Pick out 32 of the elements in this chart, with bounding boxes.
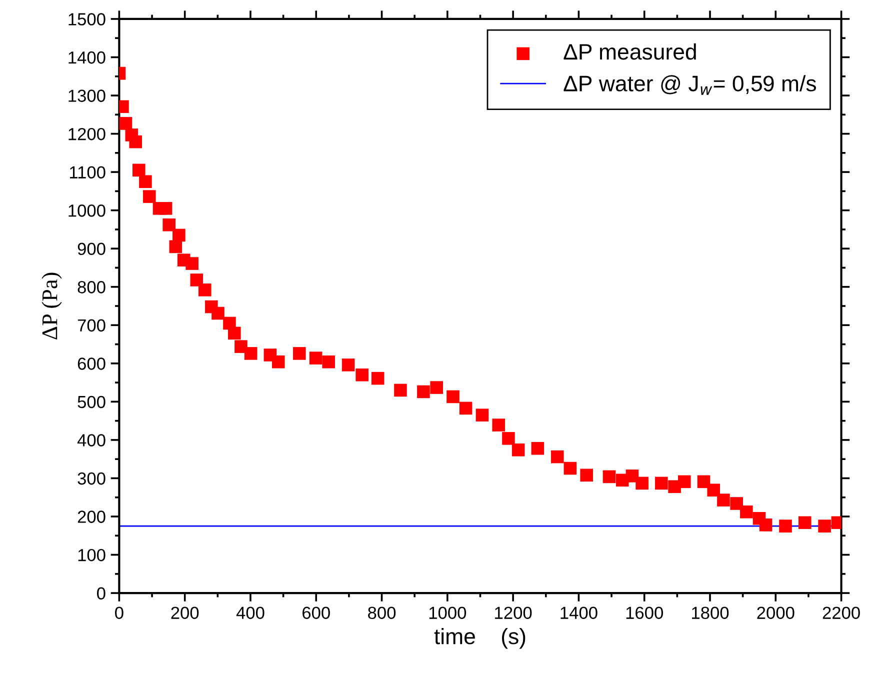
x-axis-title: time (s) bbox=[434, 628, 526, 649]
y-tick-label: 1100 bbox=[70, 166, 106, 179]
y-tick-label: 1400 bbox=[68, 51, 106, 64]
y-tick-label: 400 bbox=[77, 434, 106, 446]
y-tick-label: 1000 bbox=[68, 204, 106, 217]
x-tick-label: 1200 bbox=[495, 606, 532, 619]
x-tick-label: 1400 bbox=[560, 606, 598, 619]
y-tick-label: 200 bbox=[78, 510, 106, 523]
y-tick-label: 0 bbox=[97, 587, 106, 600]
y-tick-label: 1200 bbox=[68, 128, 106, 140]
x-tick-label: 600 bbox=[302, 606, 330, 619]
y-tick-label: 800 bbox=[78, 281, 106, 294]
x-tick-label: 1600 bbox=[626, 606, 663, 619]
legend-label: ΔP measured bbox=[564, 43, 696, 60]
y-tick-label: 100 bbox=[78, 548, 106, 562]
y-tick-label: 600 bbox=[78, 358, 106, 370]
x-tick-label: 200 bbox=[171, 606, 199, 619]
x-tick-label: 1800 bbox=[692, 606, 729, 619]
x-tick-label: 800 bbox=[368, 606, 396, 619]
x-tick-label: 400 bbox=[236, 606, 264, 619]
y-axis-title: ΔP (Pa) bbox=[42, 272, 62, 340]
x-tick-label: 1000 bbox=[429, 606, 466, 619]
x-tick-label: 2200 bbox=[822, 606, 860, 619]
y-tick-label: 1300 bbox=[68, 90, 106, 102]
legend-label: ΔP water @ J$_{w}$= 0,59 m/s bbox=[564, 75, 816, 95]
y-tick-label: 900 bbox=[78, 242, 106, 256]
x-tick-label: 2000 bbox=[757, 606, 794, 619]
y-tick-label: 700 bbox=[78, 319, 106, 332]
y-tick-label: 500 bbox=[78, 396, 106, 408]
y-tick-label: 300 bbox=[78, 472, 106, 485]
x-tick-label: 0 bbox=[115, 606, 124, 619]
y-tick-label: 1500 bbox=[68, 13, 106, 26]
